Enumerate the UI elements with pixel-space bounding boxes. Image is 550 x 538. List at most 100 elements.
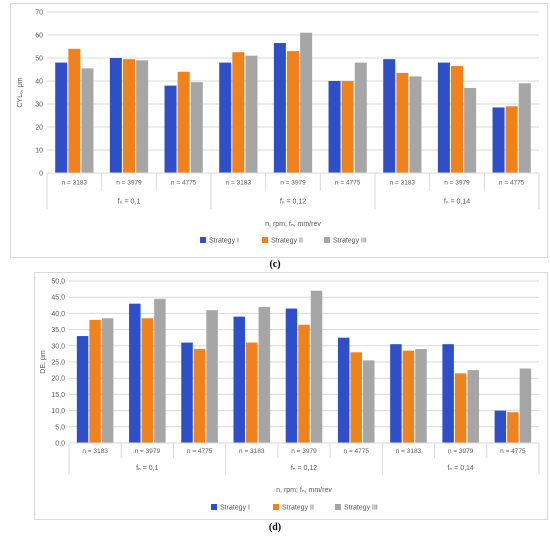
bar bbox=[450, 66, 464, 173]
y-tick-label: 40,0 bbox=[51, 311, 65, 318]
bar bbox=[141, 318, 154, 443]
bar bbox=[415, 349, 427, 443]
legend-label: Strategy III bbox=[333, 238, 367, 245]
x-tick-label: n = 4775 bbox=[171, 180, 197, 187]
chart-c-svg: 0 10 20 30 40 50 60 70 CYL₀, μm n = 3183 n = 3979 n… bbox=[17, 10, 540, 245]
y-tick-label: 0,0 bbox=[55, 441, 65, 448]
bar bbox=[354, 62, 367, 173]
y-tick-label: 10 bbox=[35, 148, 43, 155]
x-axis-title: n, rpm; fₙ, mm/rev bbox=[265, 221, 321, 228]
x-tick-label: n = 3183 bbox=[82, 448, 108, 455]
bar bbox=[328, 81, 341, 173]
bar bbox=[68, 48, 81, 173]
legend-swatch bbox=[324, 237, 330, 243]
legend-label: Strategy I bbox=[209, 238, 239, 245]
x-tick-label: n = 4775 bbox=[343, 448, 369, 455]
bar bbox=[507, 412, 519, 443]
y-tick-label: 15,0 bbox=[51, 392, 65, 399]
legend-swatch bbox=[262, 237, 268, 243]
x-tick-label: n = 3979 bbox=[448, 448, 474, 455]
bar bbox=[181, 342, 193, 443]
y-tick-label: 70 bbox=[35, 10, 43, 17]
legend-swatch bbox=[200, 237, 206, 243]
bar bbox=[136, 60, 149, 173]
chart-panel-c: 0 10 20 30 40 50 60 70 CYL₀, μm n = 3183 n = 3979 n… bbox=[10, 3, 548, 258]
bar bbox=[402, 350, 415, 443]
group-label: fₙ = 0,14 bbox=[447, 465, 473, 472]
bar bbox=[246, 342, 258, 443]
caption-d: (d) bbox=[268, 522, 282, 533]
bar bbox=[190, 82, 203, 173]
bar bbox=[454, 373, 467, 443]
y-tick-label: 40 bbox=[35, 79, 43, 86]
bar bbox=[101, 318, 114, 443]
legend-label: Strategy II bbox=[282, 505, 314, 512]
x-tick-label: n = 3979 bbox=[116, 180, 142, 187]
legend-label: Strategy I bbox=[220, 505, 250, 512]
x-tick-label: n = 3183 bbox=[62, 180, 88, 187]
bar bbox=[76, 336, 89, 443]
bar bbox=[505, 106, 518, 173]
x-tick-label: n = 3183 bbox=[390, 180, 416, 187]
y-tick-label: 10,0 bbox=[51, 408, 65, 415]
x-tick-label: n = 4775 bbox=[335, 180, 361, 187]
y-tick-label: 20,0 bbox=[51, 376, 65, 383]
x-tick-label: n = 3979 bbox=[291, 448, 317, 455]
bar bbox=[232, 52, 245, 173]
bar bbox=[494, 410, 507, 443]
legend-swatch bbox=[211, 504, 217, 510]
legend-swatch bbox=[273, 504, 279, 510]
bar bbox=[193, 349, 206, 443]
x-tick-label: n = 3183 bbox=[226, 180, 252, 187]
y-tick-label: 25,0 bbox=[51, 360, 65, 367]
bar bbox=[383, 59, 396, 173]
group-label: fₙ = 0,14 bbox=[444, 199, 470, 206]
bar bbox=[81, 68, 94, 173]
chart-d-svg: 0,0 5,0 10,0 15,0 20,0 25,0 30,0 35,0 40,0 45,0 50… bbox=[40, 279, 540, 512]
group-label: fₙ = 0,12 bbox=[280, 199, 306, 206]
bar bbox=[219, 62, 232, 173]
bar bbox=[206, 310, 218, 443]
group-label: fₙ = 0,12 bbox=[291, 465, 317, 472]
bar bbox=[363, 360, 375, 443]
bar bbox=[298, 324, 310, 443]
y-axis-title: CYL₀, μm bbox=[17, 77, 24, 107]
chart-panel-d: 0,0 5,0 10,0 15,0 20,0 25,0 30,0 35,0 40,0 45,0 50… bbox=[34, 272, 548, 520]
x-tick-label: n = 3183 bbox=[239, 448, 265, 455]
bar bbox=[492, 107, 505, 173]
y-tick-label: 5,0 bbox=[55, 424, 65, 431]
bar bbox=[273, 43, 286, 173]
x-tick-label: n = 3979 bbox=[444, 180, 470, 187]
y-axis-title: DE, μm bbox=[40, 350, 47, 374]
bar bbox=[177, 71, 190, 173]
y-tick-label: 20 bbox=[35, 125, 43, 132]
bar bbox=[122, 59, 136, 173]
bar bbox=[467, 370, 479, 443]
bar bbox=[390, 344, 402, 443]
bar bbox=[245, 55, 258, 174]
bar bbox=[286, 51, 300, 173]
y-tick-label: 35,0 bbox=[51, 327, 65, 334]
bar bbox=[464, 87, 477, 173]
bar bbox=[258, 306, 271, 443]
bar bbox=[518, 83, 531, 173]
x-tick-label: n = 4775 bbox=[500, 448, 526, 455]
x-tick-label: n = 3183 bbox=[396, 448, 422, 455]
bar bbox=[409, 76, 422, 173]
x-tick-label: n = 4775 bbox=[187, 448, 213, 455]
x-tick-label: n = 4775 bbox=[499, 180, 525, 187]
bar bbox=[89, 319, 101, 443]
group-label: fₙ = 0,1 bbox=[136, 465, 159, 472]
legend-label: Strategy III bbox=[344, 505, 378, 512]
bar bbox=[285, 308, 298, 443]
bar bbox=[129, 303, 141, 443]
y-tick-label: 50 bbox=[35, 56, 43, 63]
legend-swatch bbox=[335, 504, 341, 510]
x-tick-label: n = 3979 bbox=[280, 180, 306, 187]
bar bbox=[109, 58, 122, 173]
bar bbox=[337, 337, 350, 443]
bar bbox=[300, 32, 313, 174]
bar bbox=[442, 344, 454, 443]
bar bbox=[396, 72, 409, 173]
bar bbox=[350, 352, 362, 443]
